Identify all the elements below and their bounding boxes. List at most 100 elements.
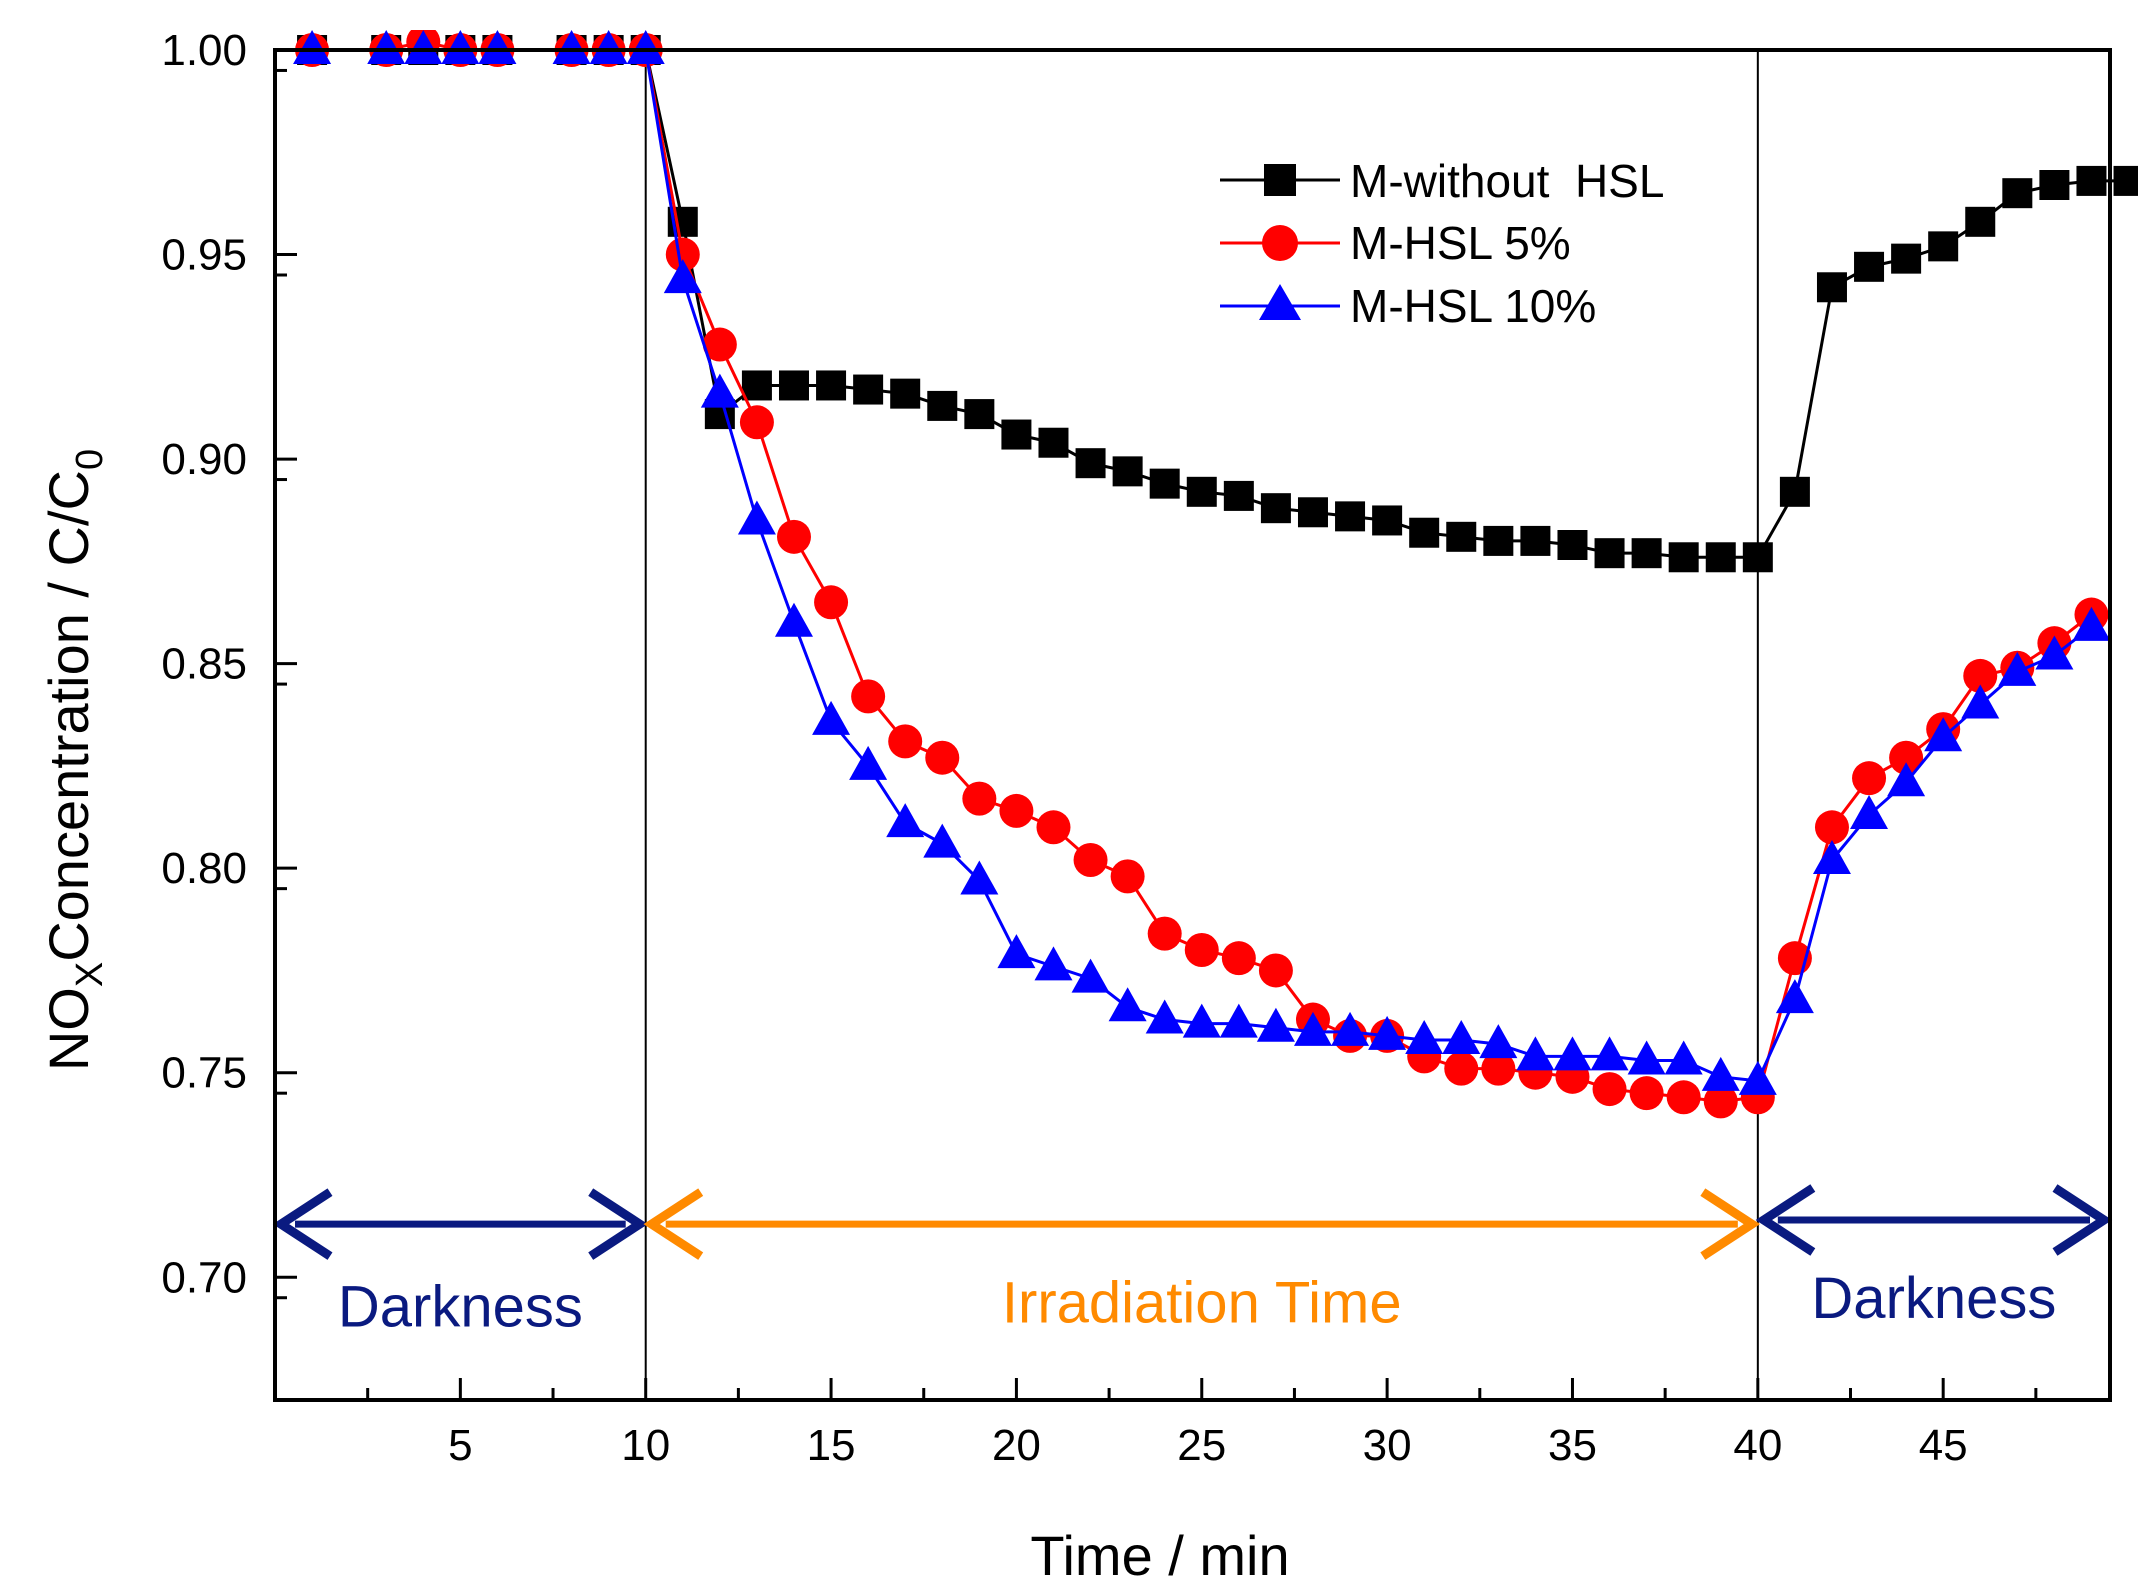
- data-point-triangle: [1405, 1020, 1444, 1054]
- data-point-triangle: [1664, 1040, 1703, 1075]
- data-point-triangle: [1812, 840, 1851, 874]
- x-tick-label: 40: [1733, 1421, 1782, 1470]
- x-tick-label: 45: [1919, 1421, 1968, 1470]
- data-point-triangle: [1590, 1036, 1629, 1071]
- x-tick-label: 35: [1548, 1421, 1597, 1470]
- data-point-triangle: [1368, 1015, 1407, 1050]
- data-point-square: [1446, 521, 1477, 552]
- y-axis-title-sub1: X: [69, 962, 111, 987]
- data-point-circle: [1444, 1051, 1479, 1086]
- data-point-square: [1965, 206, 1996, 237]
- data-point-triangle: [589, 30, 628, 64]
- y-axis-title-prefix: NO: [37, 987, 100, 1071]
- series-line: [312, 48, 2129, 559]
- data-point-square: [1631, 538, 1662, 569]
- data-point-square: [1816, 272, 1847, 303]
- y-tick-label: 0.95: [161, 231, 247, 280]
- data-point-triangle: [700, 373, 739, 408]
- legend-item-without-hsl: M-without HSL: [1220, 155, 1664, 207]
- data-point-square: [1742, 542, 1773, 573]
- data-point-triangle: [1256, 1007, 1295, 1042]
- y-tick-label: 1.00: [161, 26, 247, 75]
- region-1: Irradiation Time: [643, 1188, 1761, 1335]
- data-point-square: [1001, 419, 1032, 450]
- data-point-square: [964, 399, 995, 430]
- data-point-triangle: [1479, 1024, 1518, 1059]
- y-axis: 0.70 0.75 0.80 0.85 0.90 0.95 1.00: [161, 26, 297, 1302]
- data-point-square: [1335, 501, 1366, 532]
- data-point-triangle: [1516, 1036, 1555, 1071]
- data-point-triangle: [1701, 1056, 1740, 1091]
- data-point-triangle: [923, 823, 962, 858]
- data-point-square: [1483, 525, 1514, 556]
- data-point-circle: [776, 519, 811, 554]
- data-point-triangle: [1034, 946, 1073, 981]
- data-point-circle: [1592, 1072, 1627, 1107]
- data-point-triangle: [404, 30, 443, 64]
- legend-marker-square: [1264, 164, 1296, 196]
- data-point-circle: [702, 327, 737, 362]
- data-point-circle: [1814, 810, 1849, 845]
- data-point-triangle: [2035, 635, 2074, 670]
- data-point-triangle: [478, 30, 517, 64]
- data-point-square: [1520, 525, 1551, 556]
- data-point-circle: [1703, 1084, 1738, 1119]
- data-point-square: [1149, 468, 1180, 499]
- data-point-circle: [1184, 933, 1219, 967]
- data-point-triangle: [663, 259, 702, 294]
- region-arrow-head-left: [272, 1188, 333, 1260]
- data-point-triangle: [441, 30, 480, 64]
- data-point-square: [1705, 542, 1736, 573]
- y-tick-label: 0.80: [161, 844, 247, 893]
- data-point-circle: [999, 793, 1034, 828]
- data-point-triangle: [1145, 999, 1184, 1034]
- x-tick-label: 25: [1177, 1421, 1226, 1470]
- series-line: [312, 48, 2093, 1083]
- data-point-triangle: [997, 934, 1036, 969]
- legend-item-hsl-5: M-HSL 5%: [1220, 217, 1571, 269]
- x-axis: 5 10 15 20 25 30 35 40 45: [366, 1378, 2038, 1470]
- data-point-triangle: [1961, 684, 2000, 719]
- data-point-square: [927, 390, 958, 421]
- data-point-triangle: [1738, 1060, 1777, 1095]
- data-point-triangle: [626, 30, 665, 64]
- data-point-triangle: [774, 602, 813, 637]
- data-point-circle: [1221, 941, 1256, 976]
- region-annotations: Darkness Irradiation Time Darkness: [272, 1184, 2113, 1339]
- data-point-triangle: [960, 860, 999, 895]
- data-point-triangle: [367, 30, 406, 64]
- legend-label-without-hsl: M-without HSL: [1350, 155, 1664, 207]
- data-point-circle: [1073, 843, 1108, 877]
- plot-frame: [273, 48, 2112, 1402]
- region-label: Darkness: [1811, 1266, 2056, 1331]
- legend: M-without HSL M-HSL 5% M-HSL 10%: [1220, 155, 1664, 332]
- data-point-triangle: [1293, 1011, 1332, 1046]
- data-point-triangle: [1331, 1011, 1370, 1046]
- data-point-circle: [1629, 1076, 1664, 1111]
- data-point-triangle: [1442, 1020, 1481, 1054]
- data-point-circle: [1666, 1080, 1701, 1115]
- y-tick-label: 0.70: [161, 1253, 247, 1302]
- data-point-square: [1038, 427, 1069, 458]
- x-axis-title: Time / min: [1030, 1524, 1289, 1587]
- data-point-triangle: [1071, 958, 1110, 993]
- data-point-triangle: [1850, 795, 1889, 829]
- data-point-square: [1112, 456, 1143, 487]
- region-0: Darkness: [272, 1188, 648, 1339]
- data-point-square: [1594, 538, 1625, 569]
- data-point-circle: [962, 781, 997, 816]
- data-point-square: [1779, 476, 1810, 507]
- data-point-square: [1891, 243, 1922, 274]
- data-point-square: [1260, 493, 1291, 524]
- data-point-triangle: [2072, 606, 2111, 641]
- data-point-square: [1557, 530, 1588, 560]
- data-point-square: [816, 370, 847, 401]
- y-tick-label: 0.75: [161, 1049, 247, 1098]
- data-point-triangle: [1627, 1040, 1666, 1075]
- data-point-circle: [1258, 953, 1293, 988]
- legend-marker-triangle: [1259, 284, 1301, 320]
- y-axis-title-middle: Concentration / C/C: [37, 470, 100, 962]
- data-point-square: [1372, 505, 1403, 536]
- region-2: Darkness: [1755, 1184, 2113, 1331]
- data-point-circle: [814, 585, 849, 620]
